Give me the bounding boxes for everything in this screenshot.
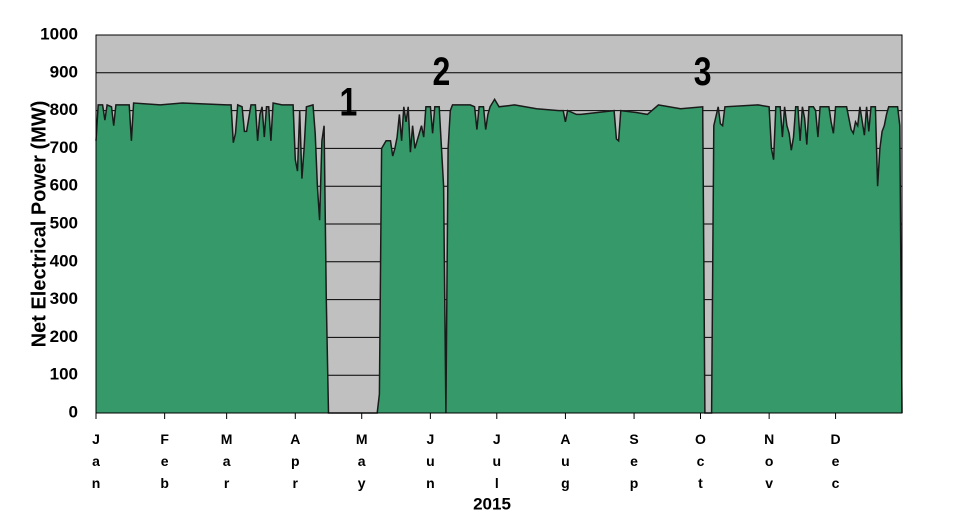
y-tick-label: 100 bbox=[50, 365, 78, 384]
y-tick-label: 600 bbox=[50, 176, 78, 195]
y-tick-label: 200 bbox=[50, 327, 78, 346]
annotation: 1 bbox=[340, 79, 358, 124]
y-tick-label: 500 bbox=[50, 213, 78, 232]
plot-border bbox=[95, 34, 903, 414]
y-tick-label: 1000 bbox=[40, 24, 78, 43]
y-axis-label: Net Electrical Power (MW) bbox=[28, 101, 50, 348]
area-outline bbox=[95, 97, 903, 414]
y-tick-label: 700 bbox=[50, 138, 78, 157]
x-tick-label: Jan bbox=[91, 431, 101, 491]
y-tick-label: 400 bbox=[50, 251, 78, 270]
x-tick-label: Feb bbox=[160, 431, 169, 491]
y-tick-label: 800 bbox=[50, 100, 78, 119]
x-tick-label: Apr bbox=[290, 431, 301, 491]
annotation: 2 bbox=[433, 49, 451, 94]
x-tick-label: Jun bbox=[426, 431, 435, 491]
x-tick-label: Dec bbox=[830, 431, 841, 491]
x-tick-label: May bbox=[355, 431, 368, 491]
y-tick-label: 0 bbox=[69, 402, 78, 421]
x-tick-label: Sep bbox=[629, 431, 639, 491]
x-tick-label: Aug bbox=[560, 431, 571, 491]
annotation: 3 bbox=[694, 49, 712, 94]
x-tick-label: Oct bbox=[695, 431, 706, 491]
y-tick-label: 900 bbox=[50, 62, 78, 81]
area bbox=[96, 99, 902, 414]
x-tick-label: Jul bbox=[492, 431, 502, 491]
x-tick-label: Mar bbox=[220, 431, 233, 491]
y-tick-label: 300 bbox=[50, 289, 78, 308]
x-tick-label: Nov bbox=[764, 431, 775, 491]
x-axis-label: 2015 bbox=[473, 494, 511, 513]
